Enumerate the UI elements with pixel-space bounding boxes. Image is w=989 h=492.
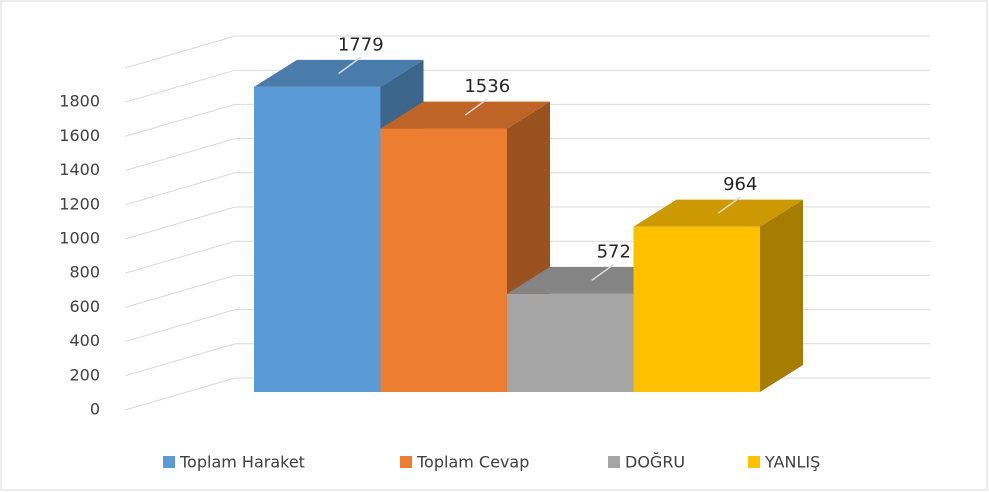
legend-swatch [748, 456, 760, 468]
bar [380, 128, 507, 393]
data-label: 1536 [464, 76, 510, 97]
data-label: 572 [597, 241, 631, 262]
bar-top [380, 101, 550, 129]
bar [254, 86, 381, 393]
grid-line [124, 103, 930, 137]
legend-label: Toplam Cevap [416, 453, 529, 472]
grid-line [124, 172, 930, 206]
grid-line [124, 69, 930, 103]
y-tick-label: 1800 [59, 92, 100, 111]
grid-line [124, 138, 930, 172]
y-tick-label: 1600 [59, 126, 100, 145]
y-tick-label: 200 [69, 365, 100, 384]
label-leader [591, 263, 615, 282]
label-leader [464, 98, 488, 116]
y-tick-label: 800 [69, 263, 100, 282]
legend-label: Toplam Haraket [179, 453, 305, 472]
y-tick-label: 600 [69, 297, 100, 316]
legend-swatch [608, 456, 620, 468]
label-leader [338, 56, 362, 75]
y-tick-label: 1200 [59, 194, 100, 213]
y-tick-label: 1400 [59, 160, 100, 179]
legend-swatch [163, 456, 175, 468]
bar [633, 226, 760, 392]
data-label: 1779 [338, 34, 384, 55]
data-label: 964 [723, 174, 757, 195]
label-leader [717, 196, 741, 214]
y-tick-label: 400 [69, 331, 100, 350]
bar-side [760, 199, 803, 392]
y-tick-label: 0 [90, 400, 100, 419]
grid-line [124, 35, 930, 69]
legend-label: DOĞRU [625, 453, 685, 472]
y-tick-label: 1000 [59, 229, 100, 248]
legend-swatch [400, 456, 412, 468]
bar [507, 293, 634, 392]
legend-label: YANLIŞ [764, 453, 820, 472]
